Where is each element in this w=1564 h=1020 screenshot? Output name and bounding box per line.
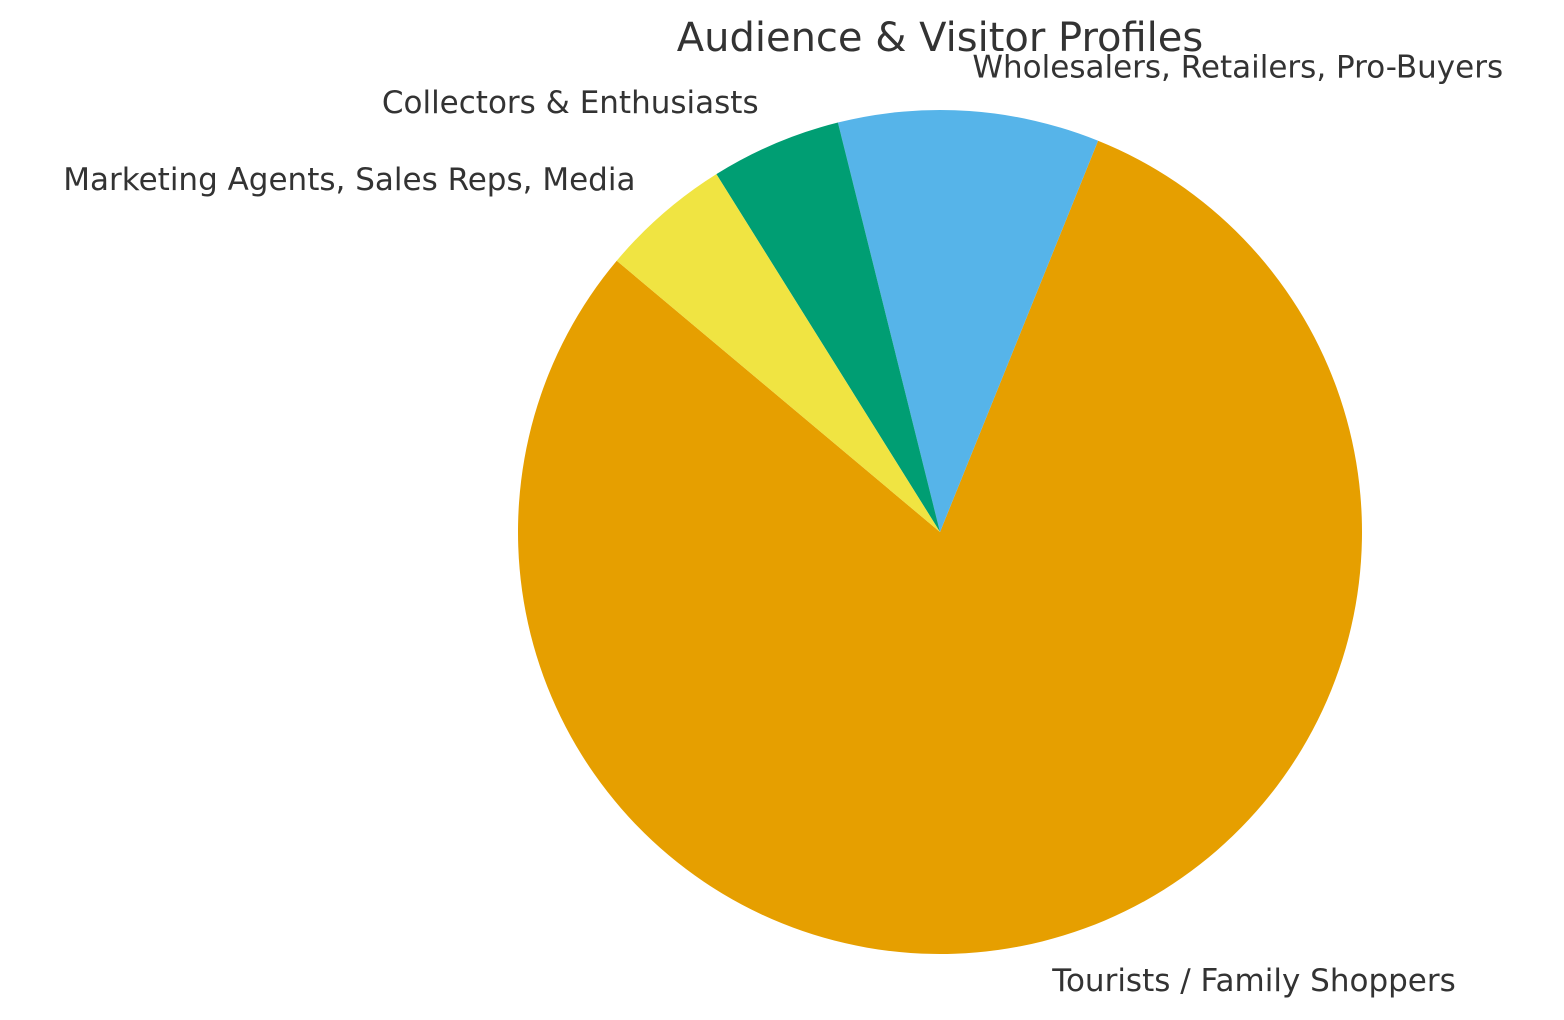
slice-label: Marketing Agents, Sales Reps, Media bbox=[63, 162, 635, 198]
pie-slice bbox=[837, 109, 1099, 532]
pie-slice bbox=[616, 174, 940, 532]
pie-slice bbox=[716, 122, 940, 532]
chart-title: Audience & Visitor Profiles bbox=[677, 15, 1203, 61]
slice-label: Collectors & Enthusiasts bbox=[382, 85, 759, 121]
pie-slice bbox=[518, 140, 1363, 955]
slice-label: Tourists / Family Shoppers bbox=[1051, 963, 1455, 999]
slice-label: Wholesalers, Retailers, Pro-Buyers bbox=[972, 49, 1503, 85]
